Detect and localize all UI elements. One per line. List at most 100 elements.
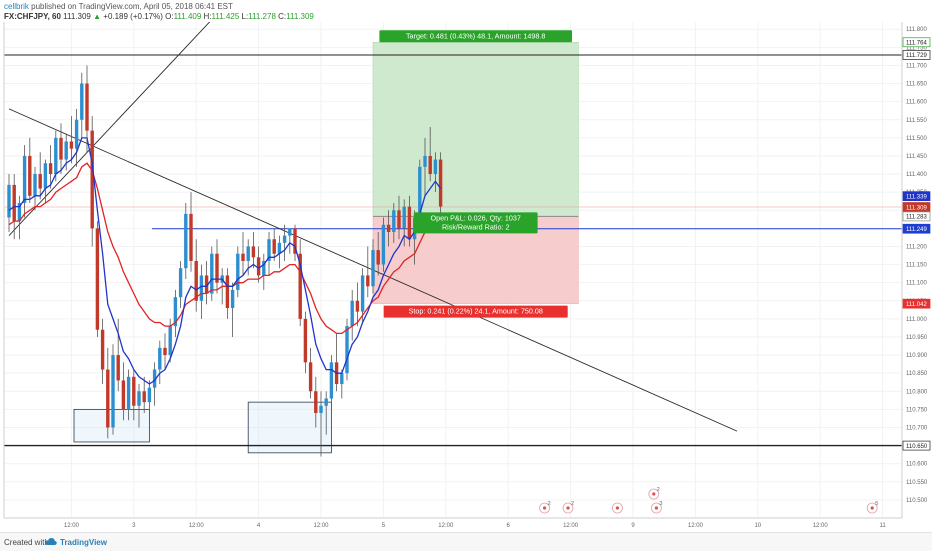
candle-body bbox=[345, 326, 349, 374]
event-marker[interactable]: 5 bbox=[866, 501, 878, 514]
stop-price-tag-text: 111.042 bbox=[906, 302, 927, 308]
candle-body bbox=[366, 275, 370, 287]
blue-level-price-tag: 111.249 bbox=[902, 223, 931, 234]
candle-body bbox=[418, 166, 422, 218]
candle bbox=[256, 246, 261, 283]
candle bbox=[376, 231, 380, 276]
price-tick-label: 111.000 bbox=[906, 317, 927, 323]
time-tick-label: 6 bbox=[507, 523, 511, 529]
candle-body bbox=[236, 253, 240, 290]
candle-body bbox=[319, 405, 323, 414]
candle bbox=[272, 228, 276, 261]
candle bbox=[293, 224, 297, 261]
stop-price-tag-bg bbox=[902, 298, 931, 309]
tradingview-brand[interactable]: TradingView bbox=[60, 538, 107, 547]
candle-body bbox=[230, 289, 235, 309]
candle bbox=[314, 376, 318, 428]
last-price-tag-bg bbox=[902, 202, 931, 212]
candle bbox=[402, 199, 406, 247]
candle-body bbox=[38, 174, 42, 189]
time-tick-label: 5 bbox=[382, 523, 386, 529]
time-axis[interactable]: 12:00 3 12:00 4 12:00 5 12:00 6 12:00 9 12:00 10 12:… bbox=[3, 22, 902, 529]
last-price: 111.309 bbox=[63, 12, 91, 21]
entry-price-tag: 111.283 bbox=[902, 211, 931, 222]
candle-body bbox=[147, 387, 152, 403]
candle-body bbox=[241, 253, 245, 261]
candle-body bbox=[80, 83, 84, 120]
candle bbox=[38, 152, 42, 200]
candle bbox=[340, 369, 344, 399]
candle bbox=[381, 217, 386, 272]
candle bbox=[64, 134, 68, 171]
low-value: 111.278 bbox=[248, 12, 276, 21]
moving-averages bbox=[8, 137, 442, 385]
candle-body bbox=[246, 246, 250, 261]
candle-body bbox=[163, 347, 167, 356]
candle-body bbox=[22, 155, 27, 204]
last-price-tag: 111.309 bbox=[902, 202, 931, 212]
symbol-info: FX:CHFJPY, 60 111.309 ▲ +0.189 (+0.17%) … bbox=[4, 12, 314, 21]
candle bbox=[438, 152, 443, 218]
candle bbox=[80, 72, 84, 138]
candle-body bbox=[386, 224, 391, 232]
price-axis[interactable]: 111.800 111.750 111.700 111.650 111.600 111.5… bbox=[901, 22, 932, 532]
candle bbox=[298, 239, 302, 327]
candle-body bbox=[381, 224, 386, 265]
candle-body bbox=[308, 362, 313, 392]
candle-body bbox=[142, 391, 146, 403]
time-tick-label: 12:00 bbox=[189, 523, 205, 529]
stop-price-tag: 111.042 bbox=[902, 298, 931, 309]
symbol-label[interactable]: FX:CHFJPY, 60 bbox=[4, 12, 61, 21]
candle-body bbox=[43, 163, 48, 189]
price-tick-label: 110.950 bbox=[906, 335, 928, 341]
candle bbox=[74, 108, 79, 167]
candle bbox=[386, 210, 391, 247]
candle-body bbox=[282, 235, 287, 243]
event-marker[interactable]: 2 bbox=[539, 501, 551, 514]
price-tick-label: 111.750 bbox=[906, 45, 927, 51]
ema-fast-price-tag: 111.339 bbox=[902, 191, 931, 201]
candle-body bbox=[90, 130, 94, 229]
price-tick-label: 111.800 bbox=[906, 27, 927, 33]
price-tick-label: 110.800 bbox=[906, 389, 928, 395]
event-count: 5 bbox=[875, 501, 878, 507]
high-label: H: bbox=[203, 12, 212, 21]
time-tick-label: 9 bbox=[631, 523, 635, 529]
candle-body bbox=[225, 275, 230, 309]
event-dot bbox=[566, 506, 570, 510]
tradingview-cloud-icon bbox=[45, 538, 57, 545]
event-marker[interactable]: 2 bbox=[562, 501, 574, 514]
candle bbox=[17, 195, 22, 240]
author-link[interactable]: cellbrik bbox=[4, 2, 29, 11]
price-chart[interactable]: Target: 0.481 (0.43%) 48.1, Amount: 1498… bbox=[0, 22, 932, 532]
candle bbox=[308, 347, 313, 399]
candle bbox=[204, 260, 209, 305]
event-marker[interactable] bbox=[612, 502, 623, 514]
price-tick-label: 110.700 bbox=[906, 425, 928, 431]
event-marker[interactable]: 2 bbox=[648, 487, 660, 500]
open-pnl-label-bg bbox=[413, 212, 538, 234]
candle-body bbox=[360, 275, 365, 312]
support-box-right bbox=[247, 401, 332, 454]
candle bbox=[178, 260, 183, 309]
event-count: 2 bbox=[548, 501, 551, 507]
candle-body bbox=[293, 228, 297, 254]
open-pnl-label-text: Open P&L: 0.026, Qty: 1037 bbox=[431, 213, 521, 222]
candle bbox=[246, 239, 250, 276]
event-dot bbox=[615, 506, 620, 510]
event-dot bbox=[654, 506, 659, 510]
support-price-tag-text: 110.650 bbox=[906, 444, 928, 450]
event-marker[interactable]: 3 bbox=[651, 501, 662, 514]
event-dot bbox=[652, 492, 656, 496]
support-price-tag-bg bbox=[902, 440, 931, 451]
price-tick-label: 110.500 bbox=[906, 498, 928, 504]
candle-body bbox=[298, 253, 302, 319]
candle bbox=[43, 159, 48, 204]
time-tick-label: 12:00 bbox=[563, 523, 579, 529]
candle bbox=[262, 253, 266, 290]
event-markers[interactable]: 2 2 2 3 5 bbox=[539, 487, 879, 514]
candle-body bbox=[314, 391, 318, 414]
candle-body bbox=[121, 380, 126, 410]
candle-body bbox=[438, 159, 443, 207]
candle bbox=[173, 289, 178, 337]
